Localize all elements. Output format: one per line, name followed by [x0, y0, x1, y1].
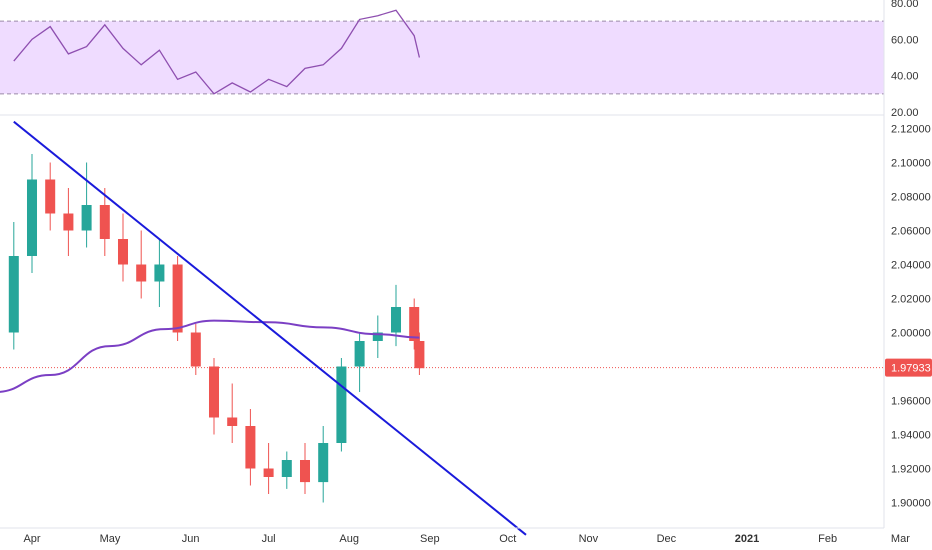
rsi-tick-label: 20.00 [891, 107, 919, 119]
rsi-tick-label: 80.00 [891, 0, 919, 10]
candle-body [8, 256, 19, 333]
candle-body [63, 213, 74, 231]
candle-body [154, 264, 165, 282]
price-tick-label: 2.12000 [891, 124, 931, 136]
price-tick-label: 2.02000 [891, 294, 931, 306]
rsi-panel[interactable] [0, 9, 884, 95]
price-panel[interactable] [0, 120, 884, 536]
trend-line[interactable] [13, 120, 527, 536]
time-tick-label: Aug [339, 533, 359, 545]
price-tick-label: 1.94000 [891, 430, 931, 442]
time-tick-label: Mar [891, 533, 910, 545]
candles [8, 154, 425, 503]
time-tick-label: Sep [420, 533, 440, 545]
candle-body [26, 179, 38, 256]
rsi-tick-label: 60.00 [891, 34, 919, 46]
time-tick-label: Jul [262, 533, 276, 545]
candle-body [414, 341, 425, 369]
price-tick-label: 2.10000 [891, 158, 931, 170]
candle-body [409, 307, 420, 341]
moving-average-line [0, 319, 420, 393]
candle-body [136, 264, 147, 282]
candle-body [336, 366, 347, 443]
time-tick-label: Dec [657, 533, 677, 545]
time-tick-label: Feb [818, 533, 837, 545]
price-axis[interactable]: 2.12000 2.10000 2.08000 2.06000 2.04000 2.020… [885, 124, 932, 510]
time-tick-label: Oct [499, 533, 516, 545]
time-tick-label: 2021 [735, 533, 759, 545]
candle-body [45, 179, 56, 214]
price-tick-label: 2.06000 [891, 226, 931, 238]
last-price-badge [885, 358, 932, 377]
price-tick-label: 1.92000 [891, 464, 931, 476]
last-price-label: 1.97933 [891, 363, 931, 375]
price-tick-label: 2.00000 [891, 328, 931, 340]
price-tick-label: 2.04000 [891, 260, 931, 272]
candle-body [245, 426, 256, 469]
candle-body [208, 366, 220, 418]
candle-body [318, 443, 329, 483]
price-tick-label: 1.96000 [891, 396, 931, 408]
candle-body [81, 205, 92, 231]
time-tick-label: May [100, 533, 121, 545]
candle-body [190, 332, 201, 367]
price-tick-label: 1.90000 [891, 498, 931, 510]
candle-body [390, 307, 402, 333]
candle-body [372, 332, 383, 341]
candle-body [227, 417, 238, 426]
candle-body [117, 239, 129, 265]
rsi-price-axis[interactable]: 80.00 60.00 40.00 20.00 [891, 0, 919, 119]
time-tick-label: Apr [23, 533, 40, 545]
candle-body [281, 460, 292, 477]
price-tick-label: 2.08000 [891, 192, 931, 204]
candle-body [299, 460, 311, 483]
time-axis[interactable]: Apr May Jun Jul Aug Sep Oct Nov Dec 2021 Feb Mar [23, 533, 910, 545]
candle-body [354, 341, 365, 367]
rsi-tick-label: 40.00 [891, 71, 919, 83]
candle-body [99, 205, 110, 239]
candle-body [263, 468, 274, 477]
time-tick-label: Nov [579, 533, 599, 545]
rsi-band [0, 21, 884, 94]
time-tick-label: Jun [182, 533, 200, 545]
candle-body [172, 264, 183, 333]
rsi-line [13, 9, 421, 95]
